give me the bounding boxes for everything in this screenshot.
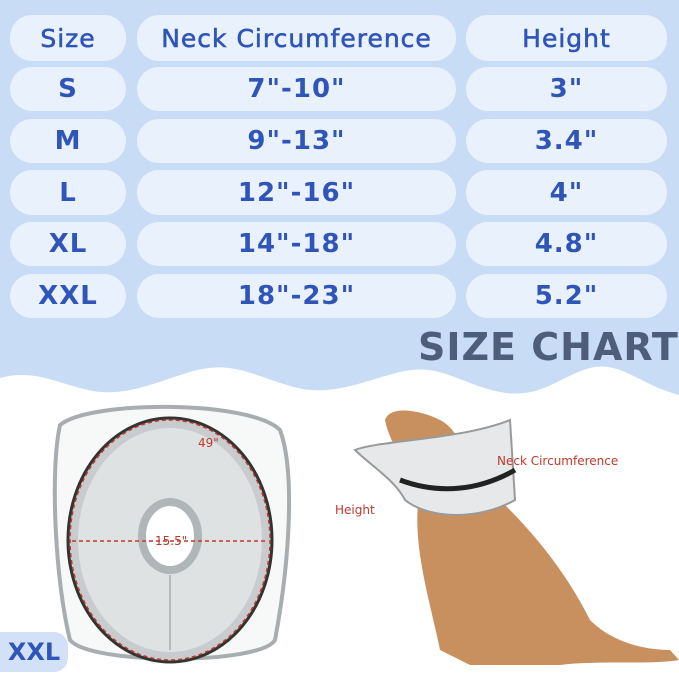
cell-height: 3" (466, 67, 667, 111)
outer-measure-label: 49" (198, 436, 219, 450)
cell-size: S (10, 67, 126, 111)
cell-size: XXL (10, 274, 126, 318)
cell-height: 4" (466, 170, 667, 215)
cell-neck: 12"-16" (137, 170, 456, 215)
height-label: Height (335, 503, 375, 517)
cell-neck: 18"-23" (137, 274, 456, 318)
cell-neck: 14"-18" (137, 222, 456, 266)
header-height: Height (466, 15, 667, 61)
header-neck: Neck Circumference (137, 15, 456, 61)
cell-height: 5.2" (466, 274, 667, 318)
cell-size: M (10, 119, 126, 163)
cell-size: L (10, 170, 126, 215)
cell-neck: 7"-10" (137, 67, 456, 111)
neck-circumference-label: Neck Circumference (497, 454, 619, 468)
cell-size: XL (10, 222, 126, 266)
collar-image (52, 404, 292, 664)
cell-height: 4.8" (466, 222, 667, 266)
inner-measure-label: 15.5" (155, 534, 188, 548)
header-size: Size (10, 15, 126, 61)
size-badge: XXL (0, 632, 68, 672)
dog-image (353, 410, 679, 665)
cell-neck: 9"-13" (137, 119, 456, 163)
size-chart-title: SIZE CHART (418, 325, 679, 369)
cell-height: 3.4" (466, 119, 667, 163)
